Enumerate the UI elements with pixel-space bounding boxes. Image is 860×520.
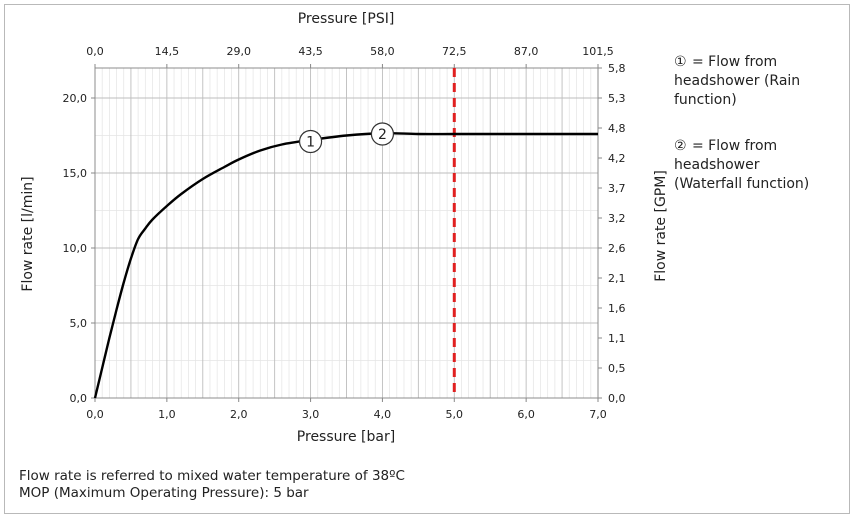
y2-tick-label: 1,6 [608,302,626,315]
axis-tick-marks [91,64,602,402]
x-tick-label: 6,0 [517,408,535,421]
y-tick-label: 15,0 [63,167,88,180]
y2-tick-label: 0,0 [608,392,626,405]
legend-item-2: ② = Flow from headshower (Waterfall func… [674,138,809,192]
curve-marker-2: 2 [370,122,395,146]
x2-tick-label: 87,0 [514,45,539,58]
y2-tick-label: 4,2 [608,152,626,165]
flow-curve [93,132,598,399]
curve-marker-label: 2 [378,127,387,143]
y2-tick-label: 2,6 [608,242,626,255]
x2-tick-label: 0,0 [86,45,104,58]
y2-tick-label: 4,8 [608,122,626,135]
x-axis-tick-labels: 0,0 1,0 2,0 3,0 4,0 5,0 6,0 7,0 [86,408,607,421]
curve-marker-label: 1 [306,135,315,151]
major-grid [95,68,598,398]
legend-item-1-line-3: function) [674,92,737,108]
y2-tick-label: 3,2 [608,212,626,225]
x2-tick-label: 58,0 [370,45,395,58]
y-tick-label: 10,0 [63,242,88,255]
legend: ① = Flow from headshower (Rain function)… [674,54,809,192]
note-mop: MOP (Maximum Operating Pressure): 5 bar [19,485,309,501]
x2-tick-label: 14,5 [155,45,180,58]
y-tick-label: 5,0 [70,317,88,330]
x2-tick-label: 101,5 [582,45,614,58]
x-tick-label: 4,0 [374,408,392,421]
y2-tick-label: 1,1 [608,332,626,345]
y2-tick-label: 2,1 [608,272,626,285]
y-axis-title: Flow rate [l/min] [20,176,36,291]
legend-item-1-line-2: headshower (Rain [674,73,800,89]
y2-tick-label: 3,7 [608,182,626,195]
legend-item-2-line-3: (Waterfall function) [674,176,809,192]
x2-tick-label: 29,0 [226,45,251,58]
x2-axis-tick-labels: 0,0 14,5 29,0 43,5 58,0 72,5 87,0 101,5 [86,45,614,58]
y2-tick-label: 0,5 [608,362,626,375]
y-axis-tick-labels: 0,0 5,0 10,0 15,0 20,0 [63,92,88,405]
curve-marker-circle [298,129,323,154]
x2-tick-label: 72,5 [442,45,467,58]
y2-axis-tick-labels: 0,0 0,5 1,1 1,6 2,1 2,6 3,2 3,7 4,2 4,8 5,3 5,8 [608,62,626,405]
legend-item-1-symbol: ① [674,54,687,70]
x-tick-label: 5,0 [446,408,464,421]
curve-marker-1: 1 [298,129,323,154]
y2-tick-label: 5,3 [608,92,626,105]
legend-item-2-line-1: = Flow from [692,138,777,154]
x-tick-label: 0,0 [86,408,104,421]
legend-item-1-line-1: = Flow from [692,54,777,70]
y-tick-label: 0,0 [70,392,88,405]
legend-item-2-symbol: ② [674,138,687,154]
y2-axis-title: Flow rate [GPM] [653,170,669,282]
plot-border [94,67,599,399]
y2-tick-label: 5,8 [608,62,626,75]
curve-marker-circle [370,122,395,146]
x-tick-label: 3,0 [302,408,320,421]
x-tick-label: 7,0 [589,408,607,421]
legend-item-2-line-2: headshower [674,157,760,173]
x2-axis-title: Pressure [PSI] [298,11,395,27]
x2-tick-label: 43,5 [298,45,323,58]
y-tick-label: 20,0 [63,92,88,105]
minor-grid [95,68,598,398]
x-tick-label: 2,0 [230,408,248,421]
legend-item-1: ① = Flow from headshower (Rain function) [674,54,800,108]
x-tick-label: 1,0 [158,408,176,421]
note-temperature: Flow rate is referred to mixed water tem… [19,468,405,484]
x-axis-title: Pressure [bar] [297,429,395,445]
